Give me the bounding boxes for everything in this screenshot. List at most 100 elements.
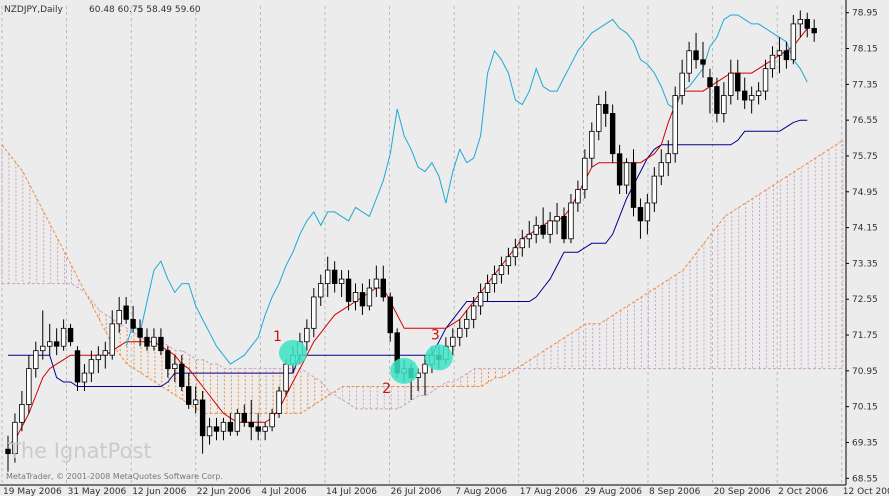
x-tick-label: 31 May 2006 [68,487,127,496]
candle-body [755,90,762,96]
y-tick-label: 78.15 [852,45,878,55]
candle-body [554,216,560,222]
candle [422,355,428,396]
candle-body [491,274,498,284]
candle [172,355,178,383]
candle-body [241,412,247,423]
candle [484,274,491,302]
candle [547,211,553,244]
candle-body [74,350,81,383]
candle [331,261,338,293]
candle [575,180,581,212]
candle [457,319,463,347]
candle-body [81,372,88,383]
candle-body [776,50,783,56]
copyright-text: MetaTrader, © 2001-2008 MetaQuotes Softw… [6,472,223,481]
candle-body [484,283,491,293]
candle-body [137,327,143,338]
candle-body [185,386,192,405]
candle-body [262,426,268,432]
candle [554,202,560,235]
candle [603,91,609,127]
candle-body [255,426,261,432]
candle-body [526,233,532,240]
candle-body [609,113,616,155]
candle-body [158,336,164,352]
candle [345,270,352,311]
candle-body [477,292,484,307]
candle [81,364,88,391]
candle-body [769,54,776,70]
signal-highlight [390,357,419,384]
candle-body [533,224,539,235]
candle-body [234,412,241,432]
ohlc-readout: 60.48 60.75 58.49 59.60 [89,5,201,15]
candle-body [60,327,67,347]
candle [47,323,53,356]
candle [623,158,630,195]
candle [735,59,741,101]
candle [491,265,498,293]
candle [672,86,678,163]
candle [248,399,254,441]
y-tick-label: 74.15 [852,224,878,234]
candle-body [519,238,525,249]
candle-body [637,207,644,222]
span-a-line [1,139,844,414]
candle [477,283,484,315]
candle [804,12,810,38]
y-tick-label: 68.55 [852,474,878,484]
candle-body [338,278,345,284]
candle [241,404,247,427]
chikou-span-line [125,14,808,365]
x-tick-label: 8 Sep 2006 [649,487,701,496]
y-tick-label: 76.55 [852,116,878,126]
candle [304,319,310,351]
candle [797,10,803,38]
candle [707,68,713,114]
candle [596,95,602,141]
candle [540,207,546,239]
x-tick-label: 12 Oct 2006 [843,487,889,496]
candle [311,288,317,338]
y-tick-label: 70.95 [852,367,878,377]
candle [130,305,136,333]
candle-body [116,310,122,325]
signal-highlight [424,344,453,371]
candle [505,247,512,275]
candle [609,104,616,163]
candle-body [582,157,588,190]
candle [561,207,567,244]
candle-body [109,323,115,356]
candle [95,346,102,374]
candle [276,386,282,418]
candle [373,265,380,297]
candle-body [735,72,741,92]
candle-body [165,350,171,370]
x-tick-label: 19 May 2006 [3,487,62,496]
candle [324,256,331,297]
candle [693,32,699,69]
x-tick-label: 2 Oct 2006 [778,487,828,496]
candle [630,149,637,217]
y-tick-label: 72.55 [852,295,878,305]
grid [0,0,847,486]
candle-body [589,130,595,159]
candle-body [276,390,282,414]
candle-body [387,296,393,334]
candle [227,413,234,436]
candle-body [512,247,519,258]
candle-body [603,104,609,114]
candle [790,14,797,65]
candle [116,296,122,333]
candle [755,82,762,105]
x-tick-label: 14 Jul 2006 [326,487,377,496]
x-tick-label: 4 Jul 2006 [261,487,306,496]
candle-body [283,363,289,392]
y-tick-label: 77.35 [852,80,878,90]
candle-body [47,341,53,347]
candle [5,435,11,472]
candle-body [547,220,553,235]
candle [568,194,574,244]
